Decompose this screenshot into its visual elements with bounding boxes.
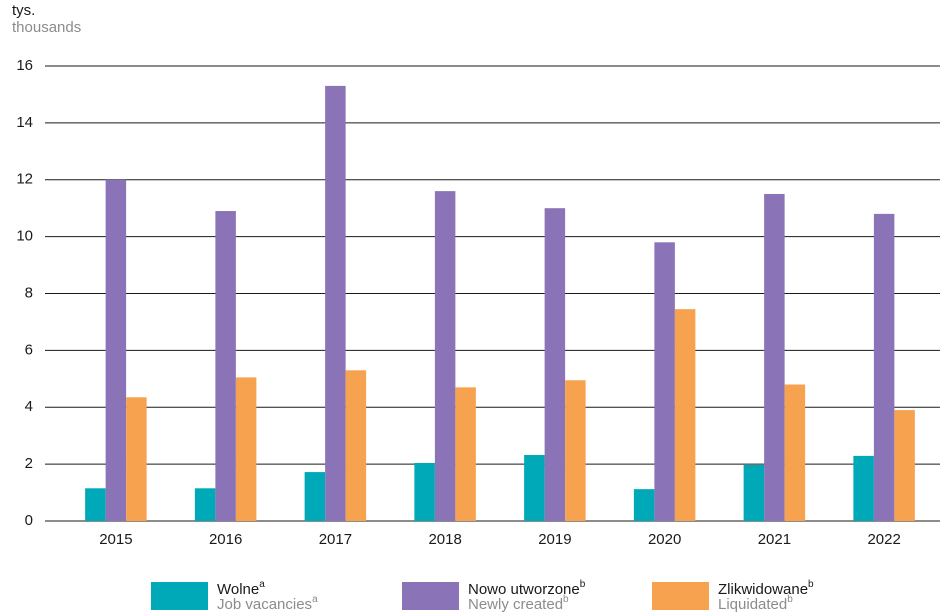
bar [853, 455, 874, 521]
y-tick-label: 8 [25, 284, 33, 301]
bar [345, 370, 367, 521]
bar [565, 380, 586, 521]
legend-name-en: Liquidated [718, 596, 787, 613]
legend-swatch [151, 582, 208, 610]
legend-footnote: b [580, 579, 586, 590]
legend-footnote: b [808, 579, 814, 590]
bar [455, 387, 476, 521]
legend-label: Wolnea [217, 579, 265, 598]
y-tick-label: 6 [25, 341, 33, 358]
legend-label-en: Job vacanciesa [217, 594, 318, 613]
legend-footnote: a [259, 579, 265, 590]
bar [304, 472, 326, 521]
y-axis-label-en: thousands [12, 19, 81, 36]
legend-footnote-en: b [563, 594, 569, 605]
x-tick-label: 2019 [538, 531, 571, 548]
x-tick-label: 2017 [319, 531, 352, 548]
legend-swatch [652, 582, 709, 610]
legend-name-en: Job vacancies [217, 596, 312, 613]
bar [235, 377, 257, 521]
legend-name-en: Newly created [468, 596, 563, 613]
x-tick-label: 2018 [428, 531, 461, 548]
x-tick-label: 2022 [867, 531, 900, 548]
bar [544, 208, 566, 521]
bar [674, 309, 696, 521]
y-tick-label: 2 [25, 455, 33, 472]
y-tick-label: 4 [25, 398, 33, 415]
y-tick-label: 0 [25, 512, 33, 529]
legend-label: Zlikwidowaneb [718, 579, 814, 598]
y-axis-label: tys. [12, 2, 35, 19]
legend-label-en: Liquidatedb [718, 594, 793, 613]
bar [414, 462, 435, 521]
bar [633, 489, 655, 521]
bar [894, 410, 915, 521]
bar [126, 397, 147, 521]
y-tick-label: 10 [16, 228, 33, 245]
bar [743, 464, 765, 521]
y-tick-label: 16 [16, 57, 33, 74]
y-tick-label: 12 [16, 171, 33, 188]
legend-name: Wolne [217, 581, 259, 598]
legend-footnote-en: b [787, 594, 793, 605]
bar [654, 242, 675, 521]
legend-footnote-en: a [312, 594, 318, 605]
bar [434, 191, 456, 521]
y-tick-label: 14 [16, 114, 33, 131]
legend-name: Zlikwidowane [718, 581, 808, 598]
bar [325, 85, 346, 521]
x-tick-label: 2016 [209, 531, 242, 548]
x-tick-label: 2015 [99, 531, 132, 548]
bar [215, 211, 236, 521]
bar [524, 455, 545, 521]
bar [85, 488, 106, 521]
legend-name: Nowo utworzone [468, 581, 580, 598]
legend-label: Nowo utworzoneb [468, 579, 586, 598]
x-tick-label: 2021 [758, 531, 791, 548]
bar [105, 179, 127, 521]
bar [873, 213, 895, 521]
bar [784, 384, 806, 521]
legend-swatch [402, 582, 459, 610]
bar [194, 488, 216, 521]
bar [764, 193, 785, 521]
x-tick-label: 2020 [648, 531, 681, 548]
legend-label-en: Newly createdb [468, 594, 569, 613]
